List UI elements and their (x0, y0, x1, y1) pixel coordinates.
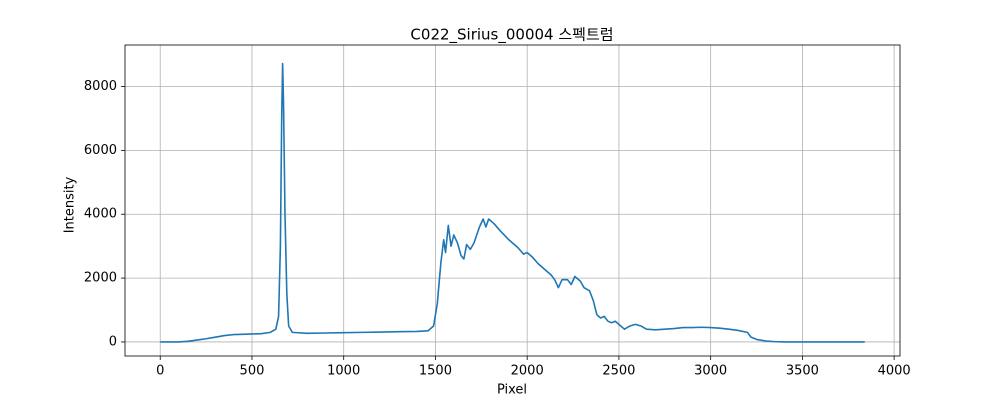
y-tick-label: 0 (109, 334, 117, 349)
x-tick-label: 3500 (786, 364, 819, 379)
x-tick-label: 2500 (602, 364, 635, 379)
x-tick-label: 0 (156, 364, 164, 379)
x-tick-label: 4000 (878, 364, 911, 379)
y-tick-label: 2000 (84, 271, 117, 286)
x-tick-label: 3000 (694, 364, 727, 379)
y-tick-label: 6000 (84, 143, 117, 158)
y-tick-label: 4000 (84, 207, 117, 222)
x-tick-label: 1000 (327, 364, 360, 379)
y-tick-label: 8000 (84, 79, 117, 94)
x-tick-label: 500 (240, 364, 265, 379)
plot-frame (124, 44, 901, 357)
chart-title: C022_Sirius_00004 스펙트럼 (410, 26, 613, 45)
data-line (160, 62, 865, 343)
y-axis-label: Intensity (63, 176, 78, 233)
x-axis-label: Pixel (497, 383, 527, 398)
x-tick-label: 2000 (511, 364, 544, 379)
x-tick-label: 1500 (419, 364, 452, 379)
